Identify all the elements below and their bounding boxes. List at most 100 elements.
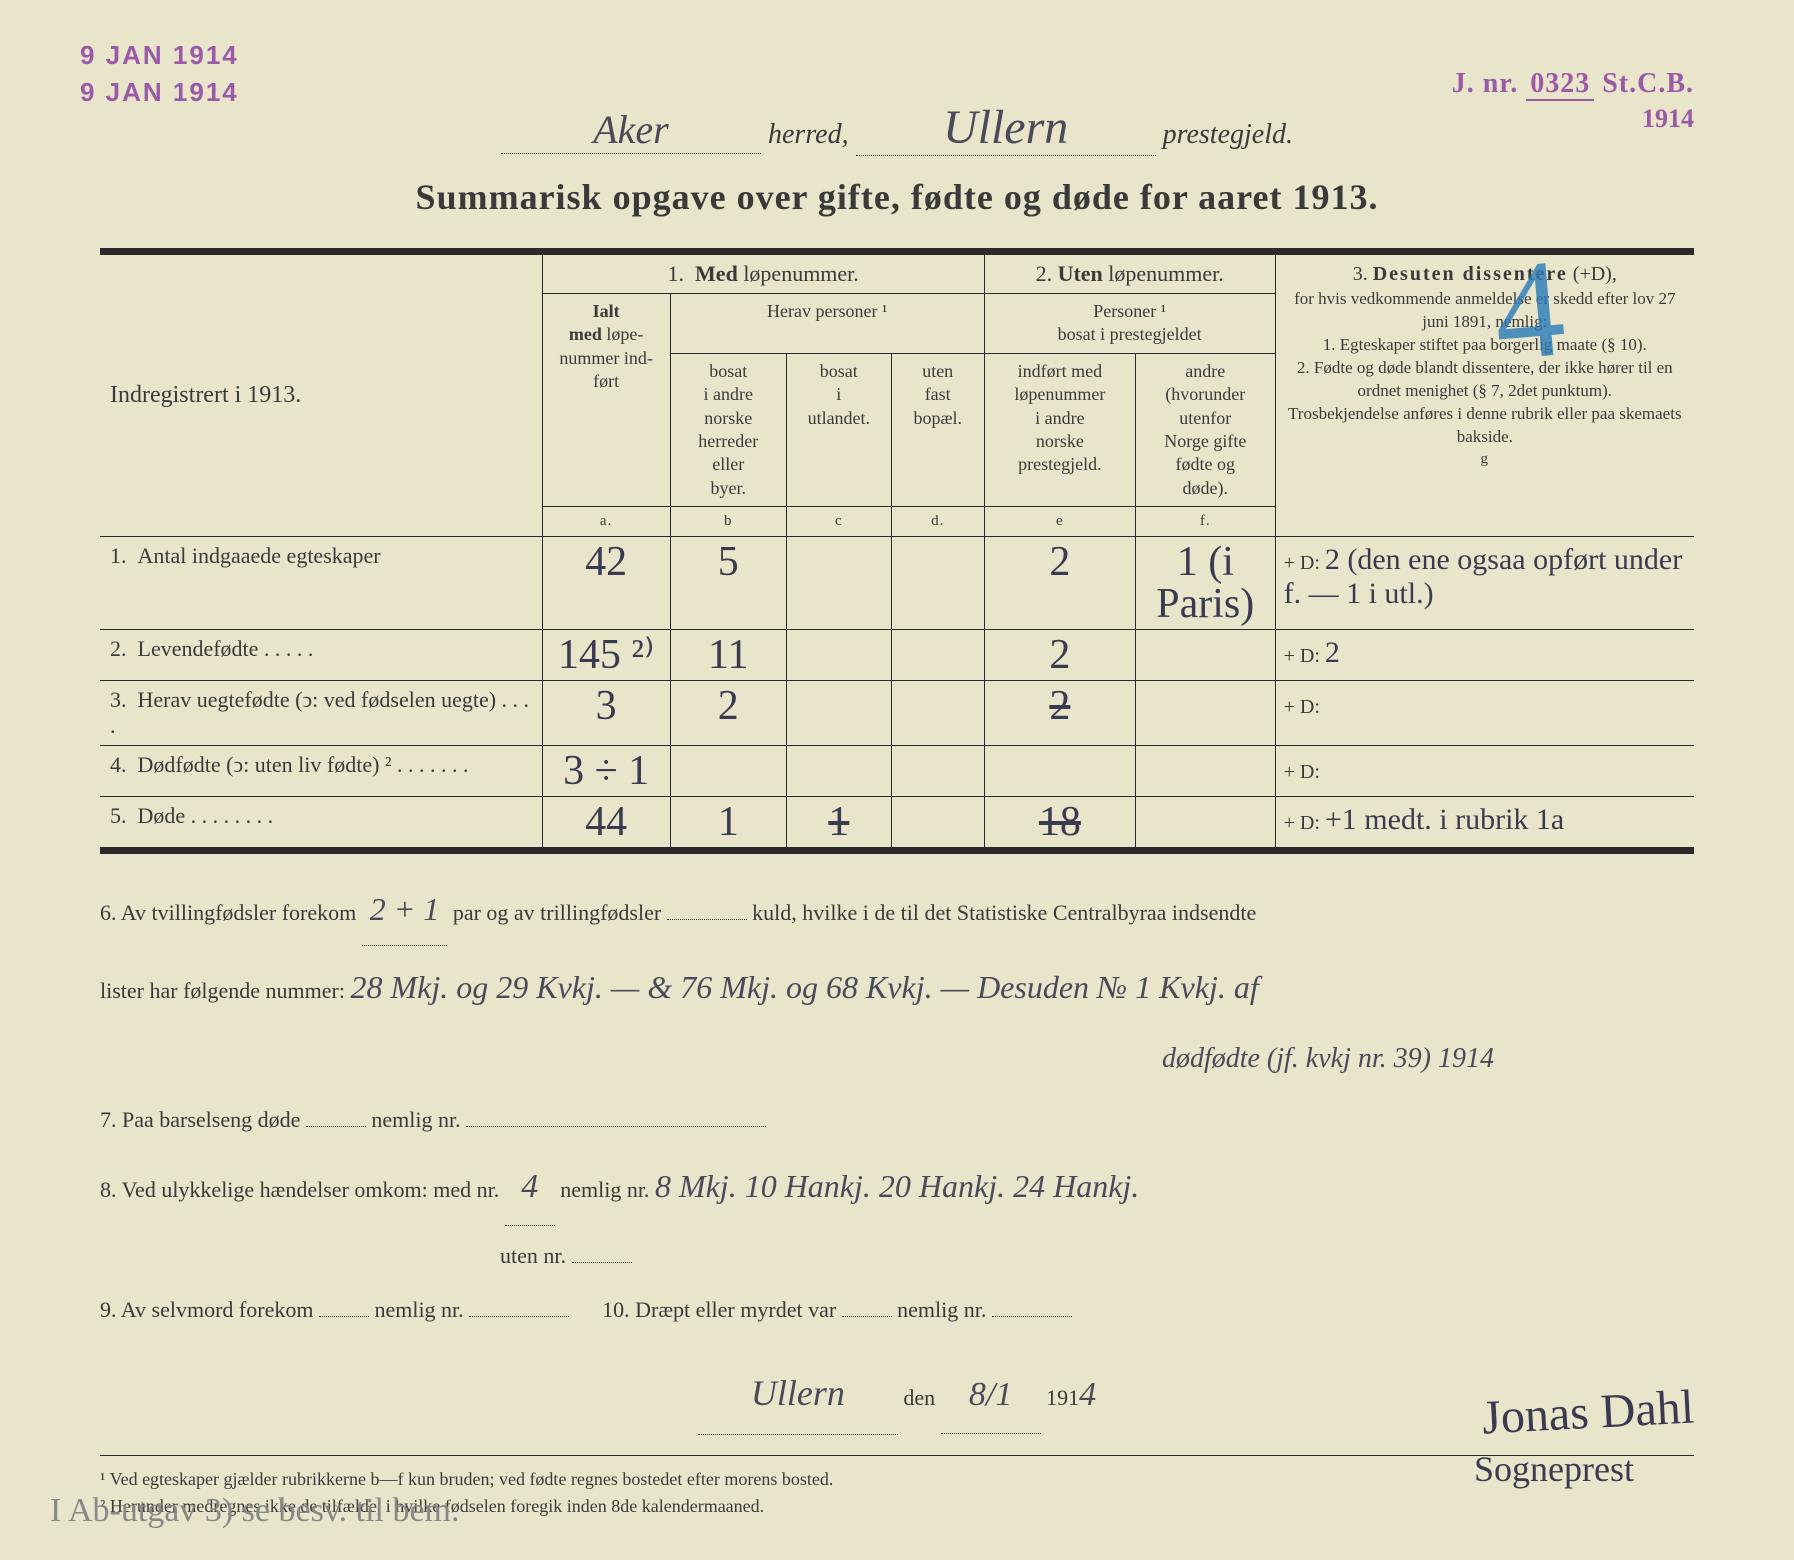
cell-a: 3 xyxy=(542,681,670,746)
cell-f xyxy=(1135,681,1275,746)
line6-list: 28 Mkj. og 29 Kvkj. — & 76 Mkj. og 68 Kv… xyxy=(350,969,1258,1005)
date-stamp-2: 9 JAN 1914 xyxy=(80,77,239,108)
line10: 10. Dræpt eller myrdet var xyxy=(602,1297,836,1322)
place: Ullern xyxy=(698,1354,898,1434)
footnote-1: ¹ Ved egteskaper gjælder rubrikkerne b—f… xyxy=(100,1466,1694,1493)
cell-d xyxy=(891,681,984,746)
cell-c xyxy=(786,537,891,630)
line9-blank2 xyxy=(469,1316,569,1317)
line7b: nemlig nr. xyxy=(371,1107,460,1132)
cell-d xyxy=(891,537,984,630)
cell-e: 2 xyxy=(984,630,1135,681)
col-c-letter: c xyxy=(786,507,891,537)
line6c: kuld, hvilke i de til det Statistiske Ce… xyxy=(752,900,1256,925)
date-value: 8/1 xyxy=(941,1358,1041,1434)
section-1-title: 1. Med løpenummer. xyxy=(542,255,984,294)
prestegjeld-value: Ullern xyxy=(856,100,1156,156)
col-g-letter: g xyxy=(1284,449,1686,469)
col-f-head: andre (hvorunder utenfor Norge gifte fød… xyxy=(1135,353,1275,506)
cell-b xyxy=(670,746,786,797)
cell-e: 18 xyxy=(984,797,1135,848)
section-3: 3. Desuten dissentere (+D), for hvis ved… xyxy=(1275,255,1694,537)
cell-d xyxy=(891,630,984,681)
row-label: 2. Levendefødte . . . . . xyxy=(100,630,542,681)
cell-f xyxy=(1135,797,1275,848)
bottom-section: 6. Av tvillingfødsler forekom 2 + 1 par … xyxy=(100,874,1694,1435)
herred-label: herred, xyxy=(768,119,849,150)
rule-bottom xyxy=(100,848,1694,854)
col-d-letter: d. xyxy=(891,507,984,537)
line6-blank1 xyxy=(667,919,747,920)
cell-c xyxy=(786,681,891,746)
table-row: 3. Herav uegtefødte (ↄ: ved fødselen ueg… xyxy=(100,681,1694,746)
row-label: 5. Døde . . . . . . . . xyxy=(100,797,542,848)
line6-val1: 2 + 1 xyxy=(362,874,448,945)
line6b: par og av trillingfødsler xyxy=(453,900,661,925)
line8: 8. Ved ulykkelige hændelser omkom: med n… xyxy=(100,1177,499,1202)
cell-d xyxy=(891,797,984,848)
line8-list: 8 Mkj. 10 Hankj. 20 Hankj. 24 Hankj. xyxy=(655,1168,1139,1204)
line9-blank xyxy=(319,1316,369,1317)
signature-role: Sogneprest xyxy=(1474,1448,1634,1490)
line-6: 6. Av tvillingfødsler forekom 2 + 1 par … xyxy=(100,874,1694,945)
line7: 7. Paa barselseng døde xyxy=(100,1107,300,1132)
page-title: Summarisk opgave over gifte, fødte og dø… xyxy=(40,176,1754,218)
jnr-year: 1914 xyxy=(1452,104,1694,134)
col-e-letter: e xyxy=(984,507,1135,537)
line-9-10: 9. Av selvmord forekom nemlig nr. 10. Dr… xyxy=(100,1286,1694,1334)
col-c-head: bosat i utlandet. xyxy=(786,353,891,506)
line9: 9. Av selvmord forekom xyxy=(100,1297,313,1322)
journal-number-stamp: J. nr. 0323 St.C.B. 1914 xyxy=(1452,68,1694,134)
cell-c xyxy=(786,630,891,681)
jnr-suffix: St.C.B. xyxy=(1602,68,1694,99)
jnr-number: 0323 xyxy=(1526,68,1594,101)
line-6-cont: lister har følgende nummer: 28 Mkj. og 2… xyxy=(100,952,1694,1022)
cell-g: + D: +1 medt. i rubrik 1a xyxy=(1275,797,1694,848)
section-2-sub: Personer ¹ bosat i prestegjeldet xyxy=(984,294,1275,354)
line6d: lister har følgende nummer: xyxy=(100,978,345,1003)
cell-f xyxy=(1135,630,1275,681)
cell-c xyxy=(786,746,891,797)
cell-a: 3 ÷ 1 xyxy=(542,746,670,797)
line10b: nemlig nr. xyxy=(897,1297,986,1322)
line-7: 7. Paa barselseng døde nemlig nr. xyxy=(100,1096,1694,1144)
row-label: 4. Dødfødte (ↄ: uten liv fødte) ² . . . … xyxy=(100,746,542,797)
cell-g: + D: xyxy=(1275,681,1694,746)
col-a-letter: a. xyxy=(542,507,670,537)
cell-g: + D: 2 xyxy=(1275,630,1694,681)
col-b-head: bosat i andre norske herreder eller byer… xyxy=(670,353,786,506)
pencil-note: I Ab-utgav 3) se besv. til bem. xyxy=(50,1492,460,1530)
line6-list2: dødfødte (jf. kvkj nr. 39) 1914 xyxy=(1162,1043,1494,1074)
col-a-head: Ialtmed løpe-nummer ind-ført xyxy=(542,294,670,507)
cell-f: 1 (i Paris) xyxy=(1135,537,1275,630)
cell-a: 145 ²⁾ xyxy=(542,630,670,681)
cell-a: 42 xyxy=(542,537,670,630)
col-d-head: uten fast bopæl. xyxy=(891,353,984,506)
line7-blank xyxy=(306,1126,366,1127)
table-row: 5. Døde . . . . . . . .441118+ D: +1 med… xyxy=(100,797,1694,848)
date-line: Ullern den 8/1 1914 xyxy=(100,1354,1694,1434)
cell-a: 44 xyxy=(542,797,670,848)
cell-b: 11 xyxy=(670,630,786,681)
table-row: 4. Dødfødte (ↄ: uten liv fødte) ² . . . … xyxy=(100,746,1694,797)
date-stamp-block: 9 JAN 1914 9 JAN 1914 xyxy=(80,40,239,108)
line-6-cont2: dødfødte (jf. kvkj nr. 39) 1914 xyxy=(100,1028,1694,1090)
table-row: 2. Levendefødte . . . . .145 ²⁾11 2 + D: 2 xyxy=(100,630,1694,681)
desuten-body: for hvis vedkommende anmeldelse er skedd… xyxy=(1284,288,1686,449)
line10-blank2 xyxy=(992,1316,1072,1317)
col-b-letter: b xyxy=(670,507,786,537)
col-f-letter: f. xyxy=(1135,507,1275,537)
year-suffix: 4 xyxy=(1079,1376,1096,1413)
line8b: nemlig nr. xyxy=(560,1177,649,1202)
index-label: Indregistrert i 1913. xyxy=(100,255,542,537)
line10-blank xyxy=(842,1316,892,1317)
year-prefix: 191 xyxy=(1046,1385,1079,1410)
line8-val: 4 xyxy=(505,1150,555,1226)
line8c-label: uten nr. xyxy=(500,1243,566,1268)
den-label: den xyxy=(903,1385,935,1410)
cell-e: 2 xyxy=(984,681,1135,746)
table-row: 1. Antal indgaaede egteskaper42521 (i Pa… xyxy=(100,537,1694,630)
line9b: nemlig nr. xyxy=(374,1297,463,1322)
row-label: 1. Antal indgaaede egteskaper xyxy=(100,537,542,630)
cell-e xyxy=(984,746,1135,797)
